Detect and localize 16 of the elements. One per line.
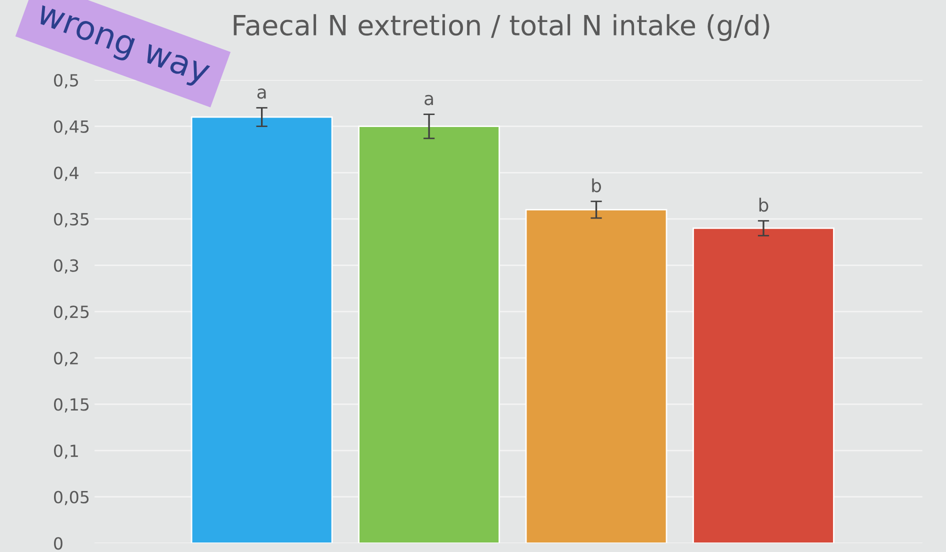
data-label: a xyxy=(424,94,433,106)
y-tick-label: 0,5 xyxy=(54,74,78,88)
y-tick-label: 0,15 xyxy=(54,398,89,412)
chart-title: Faecal N extretion / total N intake (g/d) xyxy=(234,14,770,42)
data-label: a xyxy=(257,88,266,99)
y-tick-label: 0,25 xyxy=(54,306,89,320)
y-tick-label: 0,4 xyxy=(54,166,79,181)
data-label: b xyxy=(592,178,602,192)
y-tick-label: 0 xyxy=(54,537,62,550)
y-tick-label: 0,05 xyxy=(54,490,89,506)
y-tick-label: 0,3 xyxy=(54,259,78,274)
y-tick-label: 0,45 xyxy=(54,120,89,135)
y-tick-label: 0,1 xyxy=(54,444,78,459)
y-tick-label: 0,35 xyxy=(54,212,89,228)
data-label: b xyxy=(759,198,768,212)
y-tick-label: 0,2 xyxy=(54,352,78,366)
